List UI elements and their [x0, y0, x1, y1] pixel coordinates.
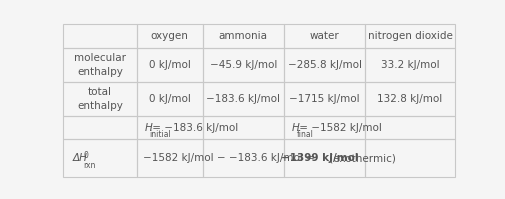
Bar: [63, 116, 137, 139]
Text: total
enthalpy: total enthalpy: [77, 87, 123, 111]
Bar: [284, 116, 366, 139]
Text: nitrogen dioxide: nitrogen dioxide: [368, 31, 452, 41]
Text: molecular
enthalpy: molecular enthalpy: [74, 53, 126, 77]
Bar: [284, 139, 366, 177]
Text: −183.6 kJ/mol: −183.6 kJ/mol: [207, 94, 280, 104]
Bar: [203, 24, 284, 48]
Text: initial: initial: [149, 130, 171, 139]
Bar: [203, 82, 284, 116]
Text: oxygen: oxygen: [151, 31, 189, 41]
Bar: [63, 48, 137, 82]
Text: ΔH: ΔH: [72, 153, 87, 163]
Text: 0 kJ/mol: 0 kJ/mol: [149, 60, 190, 70]
Text: ammonia: ammonia: [219, 31, 268, 41]
Text: 33.2 kJ/mol: 33.2 kJ/mol: [381, 60, 439, 70]
Text: water: water: [310, 31, 339, 41]
Text: 0 kJ/mol: 0 kJ/mol: [149, 94, 190, 104]
Bar: [203, 48, 284, 82]
Bar: [203, 139, 284, 177]
Bar: [63, 24, 137, 48]
Bar: [284, 82, 366, 116]
Text: −1582 kJ/mol − −183.6 kJ/mol =: −1582 kJ/mol − −183.6 kJ/mol =: [143, 153, 318, 163]
Bar: [137, 82, 203, 116]
Bar: [366, 82, 454, 116]
Text: H: H: [292, 123, 299, 133]
Bar: [284, 48, 366, 82]
Text: final: final: [296, 130, 313, 139]
Text: = −1582 kJ/mol: = −1582 kJ/mol: [296, 123, 382, 133]
Bar: [203, 116, 284, 139]
Text: (exothermic): (exothermic): [326, 153, 396, 163]
Bar: [63, 139, 137, 177]
Bar: [137, 48, 203, 82]
Bar: [137, 24, 203, 48]
Bar: [366, 139, 454, 177]
Text: −1715 kJ/mol: −1715 kJ/mol: [289, 94, 360, 104]
Text: −285.8 kJ/mol: −285.8 kJ/mol: [288, 60, 362, 70]
Text: −45.9 kJ/mol: −45.9 kJ/mol: [210, 60, 277, 70]
Text: 132.8 kJ/mol: 132.8 kJ/mol: [377, 94, 442, 104]
Text: 0: 0: [83, 151, 88, 160]
Bar: [137, 116, 203, 139]
Bar: [366, 48, 454, 82]
Bar: [137, 139, 203, 177]
Text: = −183.6 kJ/mol: = −183.6 kJ/mol: [149, 123, 238, 133]
Bar: [284, 24, 366, 48]
Text: H: H: [144, 123, 152, 133]
Bar: [366, 116, 454, 139]
Text: −1399 kJ/mol: −1399 kJ/mol: [281, 153, 359, 163]
Text: rxn: rxn: [83, 161, 95, 170]
Bar: [366, 24, 454, 48]
Bar: [63, 82, 137, 116]
